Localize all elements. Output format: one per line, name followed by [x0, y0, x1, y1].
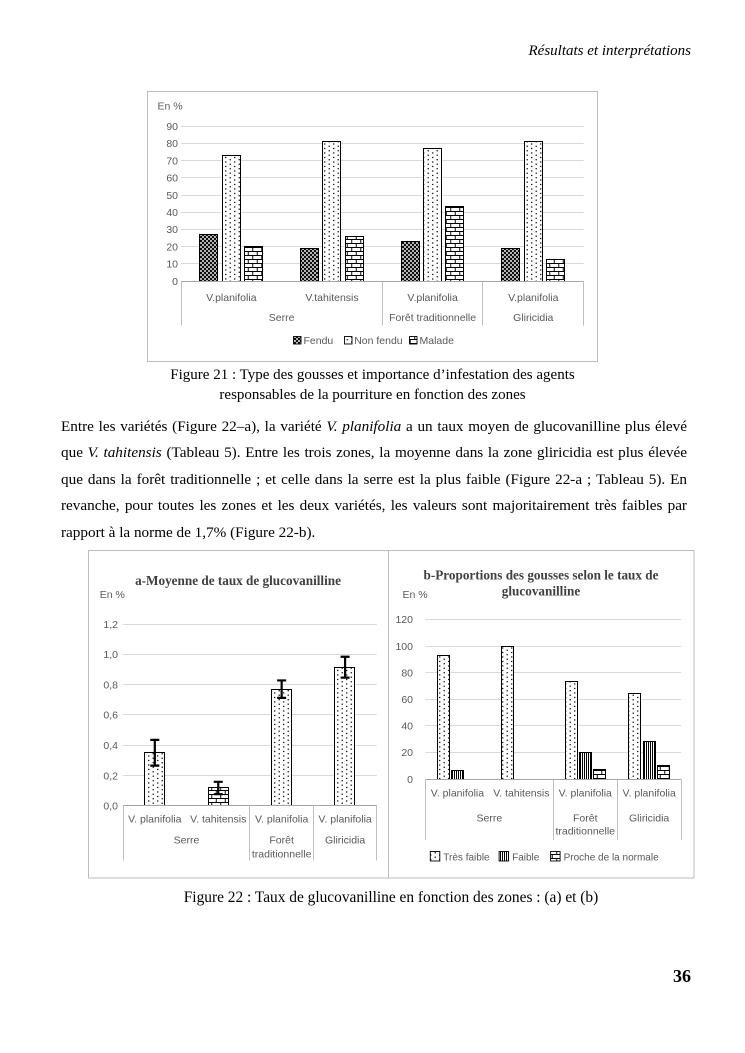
svg-text:90: 90 — [166, 121, 178, 133]
svg-text:a-Moyenne de taux de glucovani: a-Moyenne de taux de glucovanilline — [135, 573, 341, 588]
svg-text:80: 80 — [401, 667, 413, 679]
svg-text:20: 20 — [166, 241, 178, 253]
svg-text:60: 60 — [166, 173, 178, 185]
svg-text:V.tahitensis: V.tahitensis — [305, 292, 358, 304]
svg-text:0,4: 0,4 — [103, 740, 118, 752]
svg-text:40: 40 — [166, 207, 178, 219]
svg-text:80: 80 — [166, 138, 178, 150]
svg-text:En %: En % — [403, 589, 428, 601]
svg-text:b-Proportions des gousses selo: b-Proportions des gousses selon le taux … — [424, 568, 659, 583]
svg-text:Non fendu: Non fendu — [354, 335, 403, 347]
svg-text:70: 70 — [166, 155, 178, 167]
svg-text:V.planifolia: V.planifolia — [206, 292, 257, 304]
svg-text:Serre: Serre — [174, 835, 200, 847]
svg-text:V. planifolia: V. planifolia — [622, 788, 675, 800]
svg-text:Forêt: Forêt — [269, 835, 294, 847]
svg-text:20: 20 — [401, 747, 413, 759]
svg-text:V. tahitensis: V. tahitensis — [190, 814, 246, 826]
svg-text:40: 40 — [401, 721, 413, 733]
svg-text:Gliricidia: Gliricidia — [325, 835, 365, 847]
svg-text:60: 60 — [401, 694, 413, 706]
svg-text:V. planifolia: V. planifolia — [559, 788, 612, 800]
svg-text:0,0: 0,0 — [103, 801, 118, 813]
svg-text:50: 50 — [166, 190, 178, 202]
svg-text:Fendu: Fendu — [304, 335, 334, 347]
svg-text:Très faible: Très faible — [443, 852, 490, 863]
svg-text:1,0: 1,0 — [103, 649, 118, 661]
svg-text:120: 120 — [395, 614, 413, 626]
svg-text:10: 10 — [166, 259, 178, 271]
svg-text:Proche de la normale: Proche de la normale — [564, 852, 659, 863]
svg-text:0,2: 0,2 — [103, 770, 118, 782]
svg-text:Gliricidia: Gliricidia — [513, 312, 553, 324]
svg-text:Gliricidia: Gliricidia — [629, 813, 669, 825]
svg-text:Malade: Malade — [420, 335, 455, 347]
svg-text:V.planifolia: V.planifolia — [407, 292, 458, 304]
svg-text:V. planifolia: V. planifolia — [318, 814, 371, 826]
svg-text:0: 0 — [407, 774, 413, 786]
svg-text:traditionnelle: traditionnelle — [555, 825, 615, 837]
svg-text:Serre: Serre — [269, 312, 295, 324]
svg-text:V. planifolia: V. planifolia — [431, 788, 484, 800]
svg-text:En %: En % — [100, 589, 125, 601]
svg-text:traditionnelle: traditionnelle — [252, 849, 312, 861]
svg-text:Faible: Faible — [512, 852, 540, 863]
svg-text:0,6: 0,6 — [103, 710, 118, 722]
svg-text:30: 30 — [166, 224, 178, 236]
svg-text:V.planifolia: V.planifolia — [508, 292, 559, 304]
svg-text:Forêt traditionnelle: Forêt traditionnelle — [389, 312, 476, 324]
svg-text:V. tahitensis: V. tahitensis — [493, 788, 549, 800]
svg-text:0: 0 — [172, 276, 178, 288]
svg-text:glucovanilline: glucovanilline — [502, 584, 581, 599]
svg-text:En %: En % — [158, 101, 183, 113]
svg-text:100: 100 — [395, 641, 413, 653]
svg-text:V. planifolia: V. planifolia — [255, 814, 308, 826]
svg-text:0,8: 0,8 — [103, 679, 118, 691]
svg-text:Forêt: Forêt — [573, 813, 598, 825]
svg-text:V. planifolia: V. planifolia — [128, 814, 181, 826]
svg-text:1,2: 1,2 — [103, 619, 118, 631]
svg-text:Serre: Serre — [477, 813, 503, 825]
